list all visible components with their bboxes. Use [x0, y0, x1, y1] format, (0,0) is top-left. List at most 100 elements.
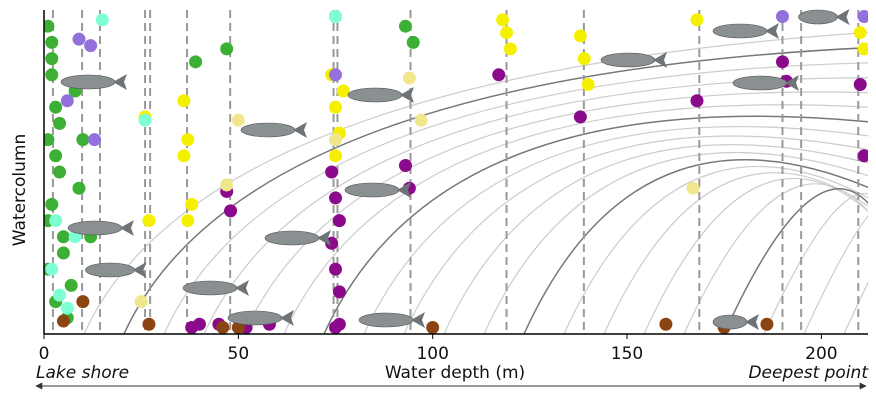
fish-tail: [835, 9, 850, 25]
isoline: [283, 104, 868, 334]
point: [44, 19, 55, 33]
isoline: [83, 31, 868, 334]
point: [177, 149, 191, 163]
isoline: [803, 215, 868, 334]
point: [503, 42, 517, 56]
point: [45, 52, 59, 66]
point: [329, 133, 343, 147]
point: [426, 321, 440, 334]
point: [332, 214, 346, 228]
point: [686, 181, 700, 195]
point: [49, 214, 63, 228]
fish-tail: [411, 312, 425, 328]
point: [329, 68, 343, 82]
point: [72, 32, 86, 46]
x-tick-label: 0: [39, 344, 50, 364]
isoline: [843, 281, 868, 334]
fish-tail: [120, 220, 134, 236]
point: [181, 133, 195, 147]
point: [329, 262, 343, 276]
point: [857, 42, 868, 56]
point: [76, 133, 90, 147]
fish-body: [264, 230, 320, 246]
fish-body: [344, 182, 400, 198]
point: [224, 204, 238, 218]
isoline: [523, 159, 868, 334]
fish-body: [712, 23, 768, 39]
left-note: Lake shore: [36, 363, 129, 383]
isoline: [603, 172, 868, 334]
fish-tail: [765, 23, 779, 39]
point: [216, 321, 230, 334]
point: [192, 317, 206, 331]
point: [95, 13, 109, 27]
isoline: [483, 152, 868, 334]
isoline: [723, 188, 868, 334]
isoline: [563, 165, 868, 334]
point: [60, 301, 74, 315]
point: [577, 52, 591, 66]
point: [775, 55, 789, 69]
point: [49, 149, 63, 163]
point: [332, 317, 346, 331]
sampling-lines: [51, 10, 860, 334]
x-tick-label: 150: [611, 344, 643, 364]
point: [760, 317, 774, 331]
point: [329, 100, 343, 114]
fish-tail: [400, 87, 414, 103]
isoline: [443, 144, 868, 334]
point: [64, 278, 78, 292]
point: [496, 13, 510, 27]
point: [329, 149, 343, 163]
point: [56, 314, 70, 328]
right-note: Deepest point: [748, 363, 869, 383]
point: [88, 133, 102, 147]
point: [775, 10, 789, 23]
fish-icons: [60, 9, 850, 330]
fish-body: [347, 87, 403, 103]
fish-tail: [293, 122, 307, 138]
fish-body: [732, 75, 788, 91]
point: [573, 110, 587, 124]
point: [853, 78, 867, 92]
point: [857, 149, 868, 163]
x-axis-label: Water depth (m): [385, 363, 525, 383]
isoline: [243, 91, 868, 334]
point: [181, 214, 195, 228]
isoline: [403, 135, 868, 334]
point: [336, 84, 350, 98]
point: [72, 181, 86, 195]
point: [853, 26, 867, 40]
fish-body: [240, 122, 296, 138]
point: [659, 317, 673, 331]
point: [690, 94, 704, 108]
fish-tail: [132, 262, 147, 278]
point: [44, 133, 55, 147]
fish-body: [798, 9, 838, 25]
fish-tail: [745, 314, 759, 330]
point: [53, 165, 67, 179]
point: [45, 35, 59, 49]
point: [581, 78, 595, 92]
point: [84, 39, 98, 53]
y-axis-label: Watercolumn: [10, 134, 30, 246]
point: [325, 165, 339, 179]
isolines: [83, 31, 868, 334]
x-tick-label: 50: [228, 344, 250, 364]
fish-tail: [113, 74, 127, 90]
fish-tail: [317, 230, 331, 246]
point: [60, 94, 74, 108]
point: [185, 197, 199, 211]
point: [134, 295, 148, 309]
point: [398, 159, 412, 173]
point: [142, 214, 156, 228]
fish-body: [227, 310, 283, 326]
isoline: [123, 46, 868, 334]
point: [56, 230, 70, 244]
point: [45, 262, 59, 276]
point: [690, 13, 704, 27]
point: [49, 100, 63, 114]
fish-tail: [785, 75, 799, 91]
fish-tail: [280, 310, 294, 326]
